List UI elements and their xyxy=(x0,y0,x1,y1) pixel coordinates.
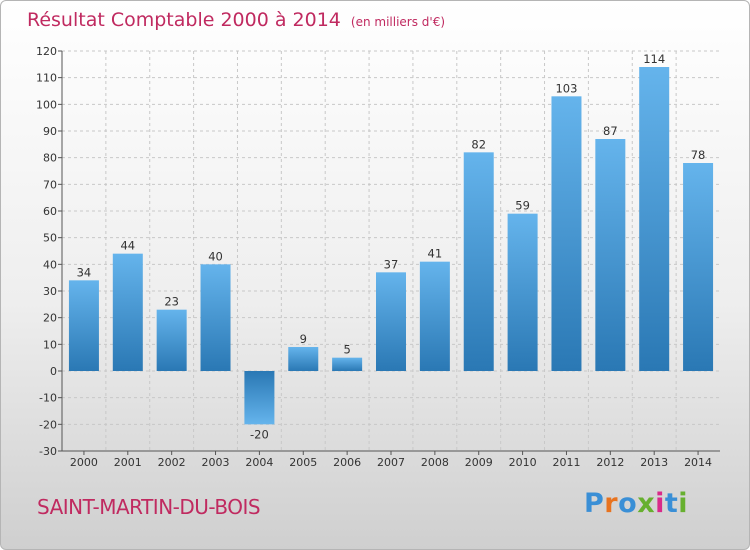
bar-2001 xyxy=(112,253,143,371)
x-tick-label: 2007 xyxy=(377,456,405,469)
y-tick-label: 90 xyxy=(43,125,57,138)
y-axis: -30 -20 -10 0 10 20 30 40 50 60 70 80 90 100 110 120 xyxy=(36,45,63,458)
y-tick-label: 100 xyxy=(36,98,57,111)
x-tick-label: 2008 xyxy=(421,456,449,469)
value-label: 9 xyxy=(300,332,307,346)
x-tick-label: 2000 xyxy=(70,456,98,469)
logo-letter: o xyxy=(618,488,638,519)
chart-unit: (en milliers d'€) xyxy=(350,15,446,29)
value-label: 114 xyxy=(643,52,665,66)
y-tick-label: 60 xyxy=(43,205,57,218)
bar-2012 xyxy=(595,139,626,371)
bars xyxy=(68,67,714,425)
logo-letter: t xyxy=(664,488,679,519)
x-axis: 2000 2001 2002 2003 2004 2005 2006 2007 2008 2009… xyxy=(62,450,720,469)
x-tick-label: 2010 xyxy=(509,456,537,469)
x-tick-label: 2011 xyxy=(552,456,580,469)
value-label: 37 xyxy=(384,257,399,271)
value-label: -20 xyxy=(250,427,269,441)
x-tick-label: 2009 xyxy=(465,456,493,469)
x-tick-label: 2005 xyxy=(289,456,317,469)
bar-2010 xyxy=(507,213,538,371)
value-label: 59 xyxy=(515,199,530,213)
value-label: 23 xyxy=(164,295,179,309)
proxiti-logo: Proxiti xyxy=(584,488,688,519)
value-label: 82 xyxy=(471,137,486,151)
y-tick-label: 110 xyxy=(36,72,57,85)
x-tick-label: 2006 xyxy=(333,456,361,469)
bar-2007 xyxy=(376,272,406,371)
logo-letter: r xyxy=(604,488,619,519)
logo-letter: i xyxy=(655,488,665,519)
y-tick-label: -30 xyxy=(39,445,57,458)
bar-2006 xyxy=(332,357,363,371)
bar-2002 xyxy=(156,309,187,371)
x-tick-label: 2001 xyxy=(114,456,142,469)
x-tick-label: 2003 xyxy=(202,456,230,469)
y-tick-label: 30 xyxy=(43,285,57,298)
bar-2004 xyxy=(244,371,275,425)
value-label: 44 xyxy=(120,239,135,253)
x-tick-label: 2002 xyxy=(158,456,186,469)
bar-2005 xyxy=(288,347,319,371)
y-tick-label: 80 xyxy=(43,152,57,165)
logo-letter: i xyxy=(678,488,689,519)
value-label: 87 xyxy=(603,124,618,138)
bar-2014 xyxy=(683,163,714,371)
x-tick-label: 2004 xyxy=(245,456,273,469)
value-label: 40 xyxy=(208,249,223,263)
x-tick-label: 2013 xyxy=(640,456,668,469)
bar-2008 xyxy=(419,261,450,371)
y-tick-label: 0 xyxy=(50,365,57,378)
logo-letter: P xyxy=(584,488,605,519)
commune-name: SAINT-MARTIN-DU-BOIS xyxy=(37,495,261,519)
value-label: 78 xyxy=(691,148,706,162)
bar-2000 xyxy=(68,280,99,371)
y-tick-label: 10 xyxy=(43,338,57,351)
y-tick-label: -20 xyxy=(39,418,57,431)
value-label: 41 xyxy=(428,247,443,261)
logo-letter: x xyxy=(637,488,656,519)
y-tick-label: 20 xyxy=(43,312,57,325)
y-tick-label: 70 xyxy=(43,178,57,191)
bar-2013 xyxy=(639,67,670,371)
bar-2003 xyxy=(200,264,231,371)
bar-2011 xyxy=(551,96,582,371)
chart-title-text: Résultat Comptable 2000 à 2014 xyxy=(27,9,341,31)
value-labels: 34 44 23 40 -20 9 5 37 41 82 59 103 87 114 78 xyxy=(77,52,706,441)
y-tick-label: 50 xyxy=(43,232,57,245)
value-label: 103 xyxy=(555,81,577,95)
bar-2009 xyxy=(463,152,494,371)
value-label: 34 xyxy=(77,265,92,279)
y-tick-label: -10 xyxy=(39,392,57,405)
chart-title: Résultat Comptable 2000 à 2014 (en millie… xyxy=(27,9,445,31)
value-label: 5 xyxy=(343,343,350,357)
y-tick-label: 40 xyxy=(43,258,57,271)
x-tick-label: 2014 xyxy=(684,456,712,469)
y-tick-label: 120 xyxy=(36,45,57,58)
x-tick-label: 2012 xyxy=(596,456,624,469)
